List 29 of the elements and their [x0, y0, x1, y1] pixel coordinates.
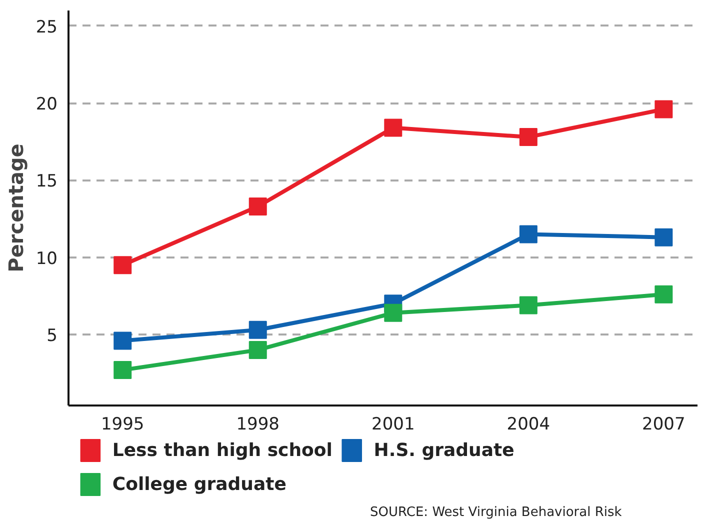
y-tick-label: 20 [36, 94, 58, 115]
y-tick-label: 10 [36, 248, 58, 269]
y-tick-label: 5 [46, 326, 58, 346]
point [114, 361, 132, 380]
point [248, 197, 267, 216]
point [248, 320, 267, 339]
y-tick-label: 25 [36, 17, 58, 38]
source-note: SOURCE: West Virginia Behavioral Risk [370, 504, 622, 520]
x-tick-label: 1995 [100, 414, 144, 434]
y-tick-label: 15 [36, 172, 58, 192]
x-tick-label: 1998 [236, 414, 280, 434]
point [519, 128, 538, 146]
y-axis-title: Percentage [4, 144, 28, 272]
x-tick-label: 2001 [372, 414, 415, 434]
point [248, 340, 267, 359]
point [114, 332, 132, 350]
x-tick-label: 2004 [506, 414, 550, 434]
point [654, 100, 673, 118]
point [384, 118, 402, 137]
point [654, 285, 673, 304]
legend-label: College graduate [112, 474, 286, 495]
point [519, 225, 538, 244]
point [114, 256, 132, 274]
legend-label: H.S. graduate [374, 440, 514, 461]
point [384, 304, 402, 322]
point [519, 296, 538, 314]
x-tick-label: 2007 [642, 414, 686, 434]
legend-label: Less than high school [112, 440, 332, 461]
point [654, 228, 673, 246]
